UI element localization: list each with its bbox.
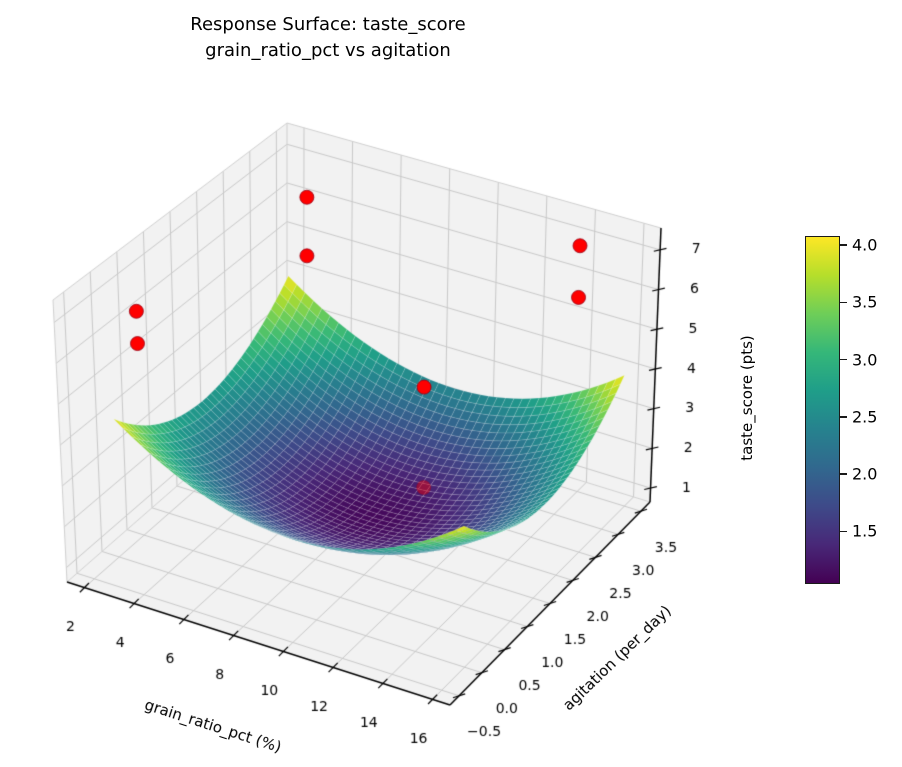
colorbar-tick-label: 2.0 <box>852 464 878 484</box>
plot-title-line2: grain_ratio_pct vs agitation <box>205 40 451 61</box>
colorbar-tick-label: 4.0 <box>852 235 878 255</box>
colorbar-tick-mark <box>840 301 847 304</box>
colorbar-gradient <box>806 237 839 583</box>
colorbar-tick-mark <box>840 530 847 533</box>
colorbar-tick-mark <box>840 473 847 475</box>
plot-title: Response Surface: taste_score grain_rati… <box>0 12 656 64</box>
colorbar-tick-label: 3.0 <box>852 350 878 370</box>
colorbar-tick-mark <box>840 416 847 418</box>
colorbar-tick-mark <box>840 244 847 246</box>
colorbar-tick-label: 3.5 <box>852 292 878 312</box>
colorbar-tick-label: 2.5 <box>852 407 878 427</box>
z-axis-label: taste_score (pts) <box>738 335 756 461</box>
colorbar-tick-mark <box>840 358 847 361</box>
plot-title-line1: Response Surface: taste_score <box>190 14 466 35</box>
colorbar-tick-label: 1.5 <box>852 521 878 541</box>
colorbar <box>805 236 840 584</box>
